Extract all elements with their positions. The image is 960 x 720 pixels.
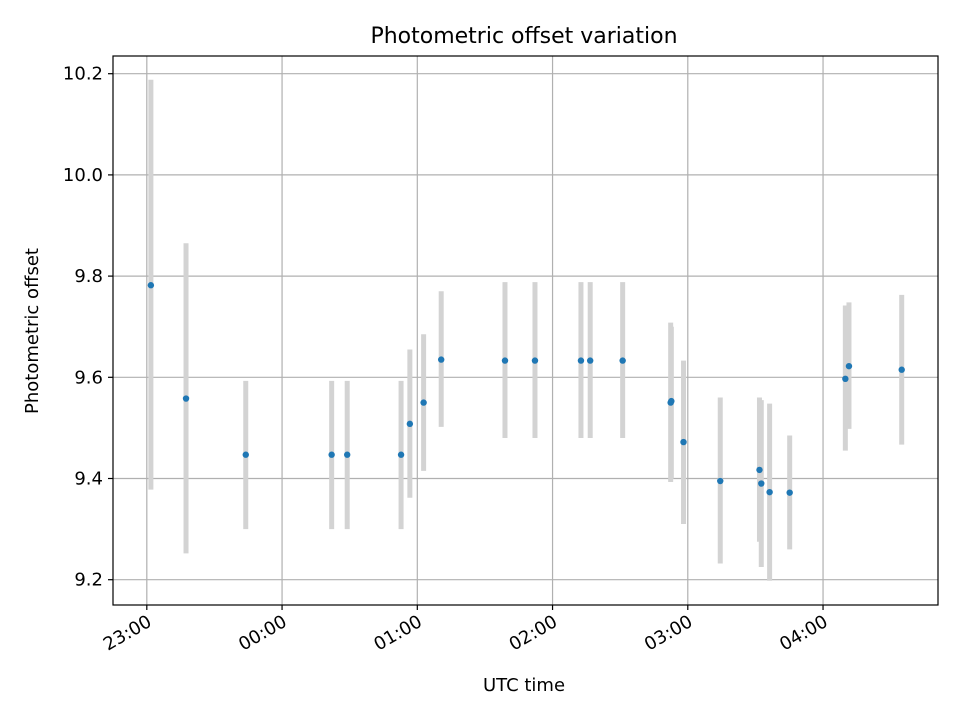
data-points bbox=[147, 282, 905, 496]
plot-frame bbox=[112, 55, 939, 606]
data-point bbox=[420, 399, 427, 406]
y-axis-label: Photometric offset bbox=[22, 248, 43, 414]
error-bars bbox=[148, 79, 905, 581]
x-tick-label: 23:00 bbox=[100, 611, 155, 655]
x-tick-label: 02:00 bbox=[506, 611, 561, 655]
y-tick-label: 9.8 bbox=[74, 266, 103, 287]
x-tick-label: 00:00 bbox=[235, 611, 290, 655]
data-point bbox=[406, 420, 414, 428]
data-point bbox=[766, 488, 773, 496]
y-tick-label: 9.2 bbox=[74, 570, 103, 591]
y-tick-label: 9.4 bbox=[74, 469, 103, 490]
data-point bbox=[756, 466, 763, 474]
data-point bbox=[577, 357, 585, 364]
data-point bbox=[397, 451, 405, 458]
grid-lines bbox=[113, 56, 938, 605]
data-point bbox=[182, 395, 190, 402]
y-tick-label: 10.2 bbox=[63, 64, 103, 85]
data-point bbox=[668, 397, 675, 405]
data-point bbox=[328, 451, 335, 458]
x-axis-ticks: 23:00 00:00 01:00 02:00 03:00 04:00 bbox=[100, 605, 832, 655]
x-tick-label: 01:00 bbox=[370, 611, 425, 655]
data-point bbox=[147, 282, 155, 289]
data-point bbox=[680, 438, 687, 446]
data-point bbox=[344, 451, 351, 458]
data-point bbox=[898, 366, 905, 373]
chart-title: Photometric offset variation bbox=[370, 24, 677, 49]
x-tick-label: 04:00 bbox=[776, 611, 831, 655]
data-point bbox=[531, 357, 539, 364]
y-tick-label: 9.6 bbox=[74, 367, 103, 388]
data-point bbox=[586, 357, 594, 364]
data-point bbox=[845, 362, 853, 370]
data-point bbox=[501, 357, 509, 364]
data-point bbox=[758, 480, 765, 487]
data-point bbox=[786, 489, 793, 496]
y-axis-ticks: 9.2 9.4 9.6 9.8 10.0 10.2 bbox=[63, 64, 113, 591]
data-point bbox=[842, 375, 849, 383]
data-point bbox=[437, 356, 445, 363]
data-point bbox=[619, 357, 626, 364]
data-point bbox=[717, 477, 724, 485]
y-tick-label: 10.0 bbox=[63, 165, 103, 186]
x-axis-label: UTC time bbox=[483, 675, 565, 696]
data-point bbox=[242, 451, 249, 458]
x-tick-label: 03:00 bbox=[641, 611, 696, 655]
